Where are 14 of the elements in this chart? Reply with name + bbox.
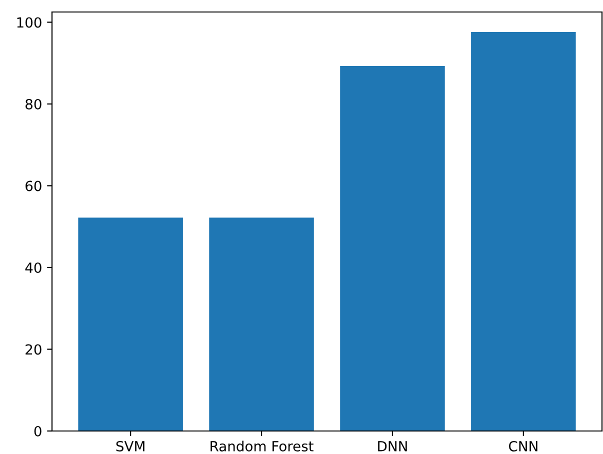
x-tick-label: SVM — [116, 440, 144, 452]
y-tick-label: 100 — [17, 17, 42, 28]
bar — [209, 218, 314, 431]
y-tick-label: 40 — [25, 262, 42, 273]
y-tick-label: 60 — [26, 180, 42, 192]
x-tick-label: CNN — [508, 440, 538, 452]
y-tick-label: 0 — [34, 426, 42, 436]
y-tick-label: 80 — [26, 98, 42, 110]
bar — [471, 32, 576, 431]
y-tick-label: 20 — [26, 344, 42, 355]
bar — [78, 218, 183, 431]
x-tick-label: Random Forest — [210, 440, 314, 452]
bar — [340, 66, 445, 431]
x-tick-label: DNN — [378, 441, 407, 452]
